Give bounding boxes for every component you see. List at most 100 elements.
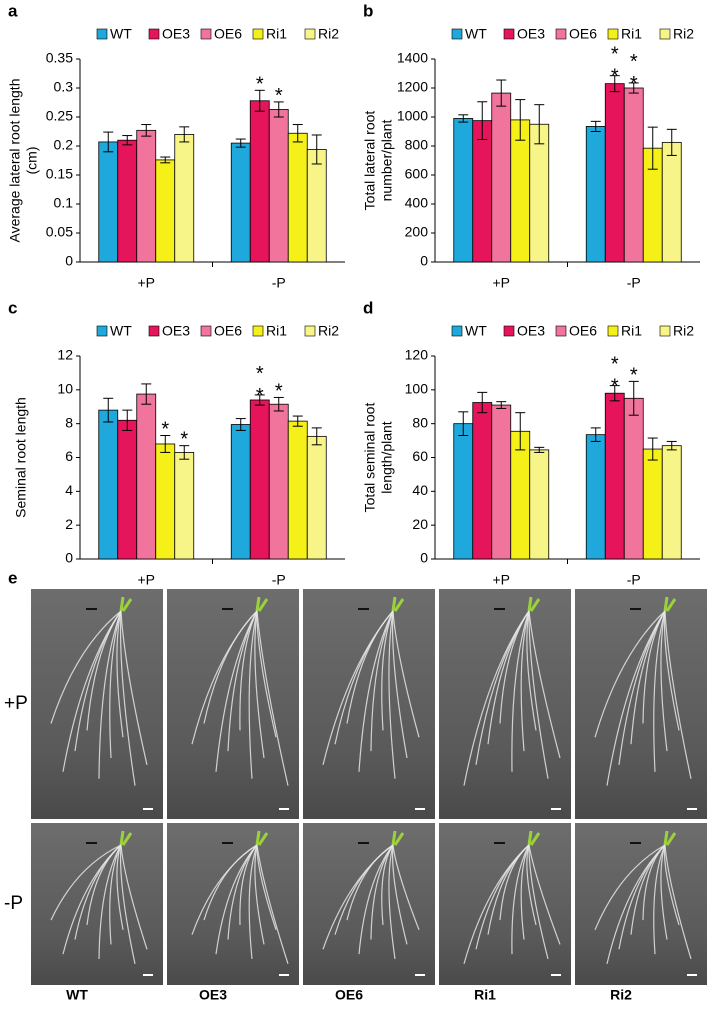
legend-swatch — [304, 325, 316, 337]
error-bar — [160, 435, 171, 453]
root — [642, 844, 666, 921]
shoot — [663, 830, 677, 846]
error-bar — [292, 415, 303, 427]
photo — [303, 823, 435, 985]
shoot — [119, 596, 133, 612]
legend-label: OE3 — [517, 26, 545, 42]
error-bar — [609, 385, 620, 402]
legend-label: Ri2 — [673, 26, 694, 42]
bar — [491, 404, 512, 560]
bar — [230, 424, 251, 560]
bar — [585, 126, 606, 263]
bar — [174, 133, 195, 263]
root — [499, 844, 530, 921]
legend-label: OE3 — [162, 26, 190, 42]
legend-label: OE3 — [517, 323, 545, 339]
bar — [661, 445, 682, 560]
root — [528, 610, 549, 779]
root — [109, 610, 122, 759]
y-tick-label: 0.05 — [46, 224, 73, 240]
root — [254, 844, 265, 945]
root — [358, 610, 394, 772]
bar — [230, 142, 251, 263]
bar — [174, 452, 195, 560]
panel-letter: c — [8, 298, 17, 317]
root — [664, 844, 692, 960]
column-label: WT — [66, 987, 88, 1003]
root — [528, 844, 561, 945]
legend-swatch — [555, 28, 567, 40]
legend-label: Ri2 — [673, 323, 694, 339]
significance-mark: * — [249, 73, 271, 95]
legend-label: OE6 — [569, 26, 597, 42]
legend-label: Ri1 — [266, 323, 287, 339]
x-tick-label: -P — [272, 572, 286, 588]
column-label: OE6 — [335, 987, 363, 1003]
root — [499, 610, 530, 724]
root — [660, 610, 668, 752]
panel-letter: e — [8, 568, 17, 587]
root — [119, 610, 136, 786]
error-bar — [666, 128, 677, 156]
legend-swatch — [503, 325, 515, 337]
root — [594, 610, 666, 738]
root — [528, 610, 561, 759]
y-tick-label: 0 — [65, 253, 73, 269]
bar — [510, 119, 531, 263]
bar — [98, 141, 119, 263]
root — [248, 844, 258, 960]
y-tick-label: 0.35 — [46, 50, 73, 66]
y-tick-label: 12 — [57, 347, 73, 363]
bar — [268, 403, 289, 560]
y-tick-label: 0.3 — [54, 79, 74, 95]
shoot — [527, 596, 541, 612]
root — [98, 610, 122, 779]
error-bar — [534, 104, 545, 145]
x-tick-label: -P — [627, 275, 641, 291]
root — [50, 610, 122, 724]
root — [392, 844, 420, 931]
bar — [604, 392, 625, 560]
error-bar — [103, 131, 114, 153]
error-bar — [647, 126, 658, 170]
shoot — [391, 596, 405, 612]
root — [664, 844, 680, 926]
legend-swatch — [148, 325, 160, 337]
legend-label: WT — [110, 26, 132, 42]
legend-swatch — [252, 325, 264, 337]
error-bar — [292, 124, 303, 143]
shoot — [663, 596, 677, 612]
bar — [136, 129, 157, 263]
bar — [491, 92, 512, 263]
photo — [575, 589, 707, 819]
shoot — [527, 830, 541, 846]
legend-swatch — [96, 325, 108, 337]
error-bar — [647, 437, 658, 461]
bar — [249, 100, 270, 263]
error-bar — [122, 409, 133, 431]
root — [120, 610, 148, 766]
root — [392, 610, 420, 738]
bar — [306, 149, 327, 263]
legend-swatch — [503, 28, 515, 40]
error-bar — [666, 440, 677, 451]
column-label: OE3 — [199, 987, 227, 1003]
error-bar — [235, 138, 246, 148]
bar — [268, 109, 289, 263]
error-bar — [141, 124, 152, 137]
root — [653, 610, 666, 772]
root — [391, 610, 408, 759]
root — [381, 844, 394, 926]
root — [248, 610, 258, 779]
y-tick-label: 100 — [405, 381, 429, 397]
panel-letter: a — [8, 1, 18, 20]
y-tick-label: 200 — [405, 224, 429, 240]
error-bar — [458, 114, 469, 123]
y-axis-label: number/plant — [379, 120, 395, 202]
legend-label: Ri2 — [318, 323, 339, 339]
bar — [287, 420, 308, 560]
significance-mark: ** — [623, 51, 645, 95]
legend-swatch — [451, 28, 463, 40]
shoot — [391, 830, 405, 846]
